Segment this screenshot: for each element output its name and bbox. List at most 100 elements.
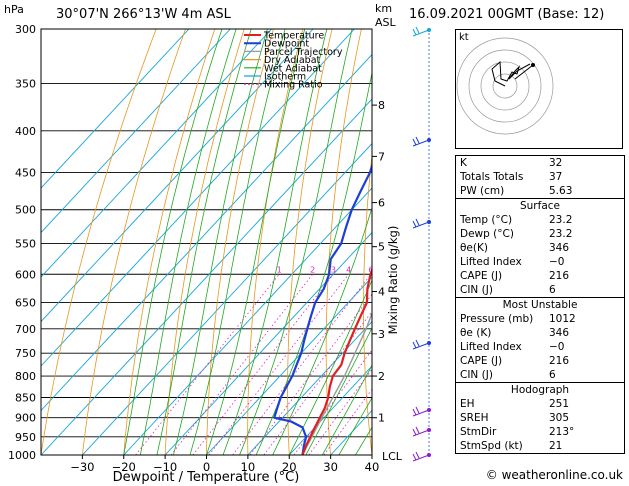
wind-barb-strip bbox=[412, 26, 431, 462]
isotherm-line bbox=[164, 231, 372, 455]
isotherm-line bbox=[41, 98, 372, 455]
hodograph-ring bbox=[468, 49, 542, 123]
pressure-unit-label: hPa bbox=[4, 3, 24, 16]
mixing-ratio-line bbox=[263, 310, 372, 455]
isotherm-line bbox=[82, 142, 372, 455]
wet-adiabat-line bbox=[322, 364, 372, 455]
chart-axes: 3003504004505005506006507007508008509009… bbox=[8, 23, 403, 474]
mixing-ratio-line bbox=[208, 274, 350, 455]
eh-label: EH bbox=[460, 398, 475, 410]
datetime-label: 16.09.2021 00GMT (Base: 12) bbox=[409, 7, 605, 22]
pressure-tick-label: 500 bbox=[15, 204, 36, 217]
dry-adiabat-line bbox=[400, 29, 420, 455]
km-tick-label: 3 bbox=[378, 328, 385, 341]
eh-value: 251 bbox=[549, 398, 570, 410]
mu-cin-label: CIN (J) bbox=[460, 369, 493, 381]
parcel-trajectory-series bbox=[301, 311, 372, 455]
surface-temp-value: 23.2 bbox=[549, 214, 573, 226]
pressure-tick-label: 300 bbox=[15, 23, 36, 36]
mixing-ratio-label: 20 bbox=[438, 265, 448, 274]
mu-theta-value: 346 bbox=[549, 327, 570, 339]
pressure-tick-label: 450 bbox=[15, 166, 36, 179]
pressure-tick-label: 600 bbox=[15, 268, 36, 281]
legend-entry: Dry Adiabat bbox=[264, 55, 321, 66]
wind-barb bbox=[412, 426, 430, 437]
chart-grid: 12346810162025 bbox=[41, 29, 629, 455]
mixing-ratio-label: 4 bbox=[346, 265, 351, 274]
sreh-label: SREH bbox=[460, 412, 489, 424]
dry-adiabat-line bbox=[325, 29, 362, 455]
stmspd-value: 21 bbox=[549, 440, 563, 452]
dry-adiabat-line bbox=[206, 29, 274, 455]
legend-entry: Wet Adiabat bbox=[264, 63, 322, 74]
hodograph-kt-label: kt bbox=[459, 32, 469, 43]
pressure-tick-label: 900 bbox=[15, 412, 36, 425]
most-unstable-section-title: Most Unstable bbox=[502, 299, 578, 311]
surface-temp-label: Temp (°C) bbox=[460, 214, 513, 226]
temp-tick-label: 10 bbox=[241, 460, 256, 474]
surface-li-label: Lifted Index bbox=[460, 256, 522, 268]
surface-cape-value: 216 bbox=[549, 270, 570, 282]
stmspd-label: StmSpd (kt) bbox=[460, 440, 523, 452]
surface-dewp-value: 23.2 bbox=[549, 228, 573, 240]
dry-adiabat-line bbox=[625, 29, 629, 455]
isotherm-line bbox=[41, 29, 231, 234]
km-tick-label: 5 bbox=[378, 241, 385, 254]
temp-tick-label: −10 bbox=[153, 460, 177, 474]
dry-adiabat-line bbox=[363, 151, 372, 455]
legend-entry: Temperature bbox=[263, 31, 324, 42]
pressure-tick-label: 650 bbox=[15, 297, 36, 310]
surface-li-value: −0 bbox=[549, 256, 565, 268]
isotherm-line bbox=[288, 365, 372, 455]
lcl-label: LCL bbox=[382, 450, 403, 463]
surface-section-title: Surface bbox=[519, 200, 560, 212]
legend-entry: Parcel Trajectory bbox=[264, 47, 343, 58]
km-tick-label: 7 bbox=[378, 150, 385, 163]
pressure-tick-label: 800 bbox=[15, 370, 36, 383]
pressure-tick-label: 750 bbox=[15, 347, 36, 360]
dry-adiabat-line bbox=[41, 29, 157, 455]
wind-barb bbox=[412, 26, 430, 37]
mixing-ratio-line bbox=[170, 274, 314, 455]
km-unit-label: km bbox=[375, 2, 393, 15]
km-tick-label: 8 bbox=[378, 99, 385, 112]
mu-li-value: −0 bbox=[549, 341, 565, 353]
mixing-ratio-axis-label: Mixing Ratio (g/kg) bbox=[386, 226, 400, 335]
wind-barb bbox=[412, 218, 430, 229]
legend-entry: Isotherm bbox=[264, 72, 306, 83]
isotherm-line bbox=[41, 29, 355, 367]
km-tick-label: 6 bbox=[378, 197, 385, 210]
credit-footer: © weatheronline.co.uk bbox=[485, 468, 623, 482]
temp-tick-label: 0 bbox=[203, 460, 210, 474]
hodograph-trace bbox=[491, 60, 531, 87]
storm-motion-marker bbox=[531, 63, 535, 67]
totals-totals-label: Totals Totals bbox=[460, 171, 524, 183]
km-tick-label: 4 bbox=[378, 286, 385, 299]
wet-adiabat-line bbox=[156, 29, 252, 455]
asl-unit-label: ASL bbox=[375, 16, 396, 29]
wind-barb bbox=[412, 406, 430, 417]
hodograph-section-title: Hodograph bbox=[510, 384, 570, 396]
wet-adiabat-line bbox=[272, 206, 372, 455]
totals-totals-value: 37 bbox=[549, 171, 563, 183]
mu-cape-value: 216 bbox=[549, 355, 570, 367]
pw-value: 5.63 bbox=[549, 185, 573, 197]
isotherm-line bbox=[41, 29, 314, 323]
sreh-value: 305 bbox=[549, 412, 570, 424]
hodograph: kt bbox=[455, 29, 623, 149]
wet-adiabat-line bbox=[222, 29, 328, 455]
hodograph-ring bbox=[456, 37, 554, 135]
stmdir-value: 213° bbox=[549, 426, 575, 438]
pressure-tick-label: 550 bbox=[15, 237, 36, 250]
temp-tick-label: 30 bbox=[323, 460, 338, 474]
temp-tick-label: 20 bbox=[282, 460, 297, 474]
mixing-ratio-label: 3 bbox=[331, 265, 336, 274]
wet-adiabat-line bbox=[173, 29, 268, 455]
x-axis-label: Dewpoint / Temperature (°C) bbox=[113, 470, 300, 485]
legend-entry: Dewpoint bbox=[264, 39, 309, 50]
pressure-tick-label: 1000 bbox=[8, 449, 36, 462]
wet-adiabat-line bbox=[338, 397, 372, 455]
hodograph-ring bbox=[480, 61, 530, 111]
pressure-tick-label: 850 bbox=[15, 391, 36, 404]
